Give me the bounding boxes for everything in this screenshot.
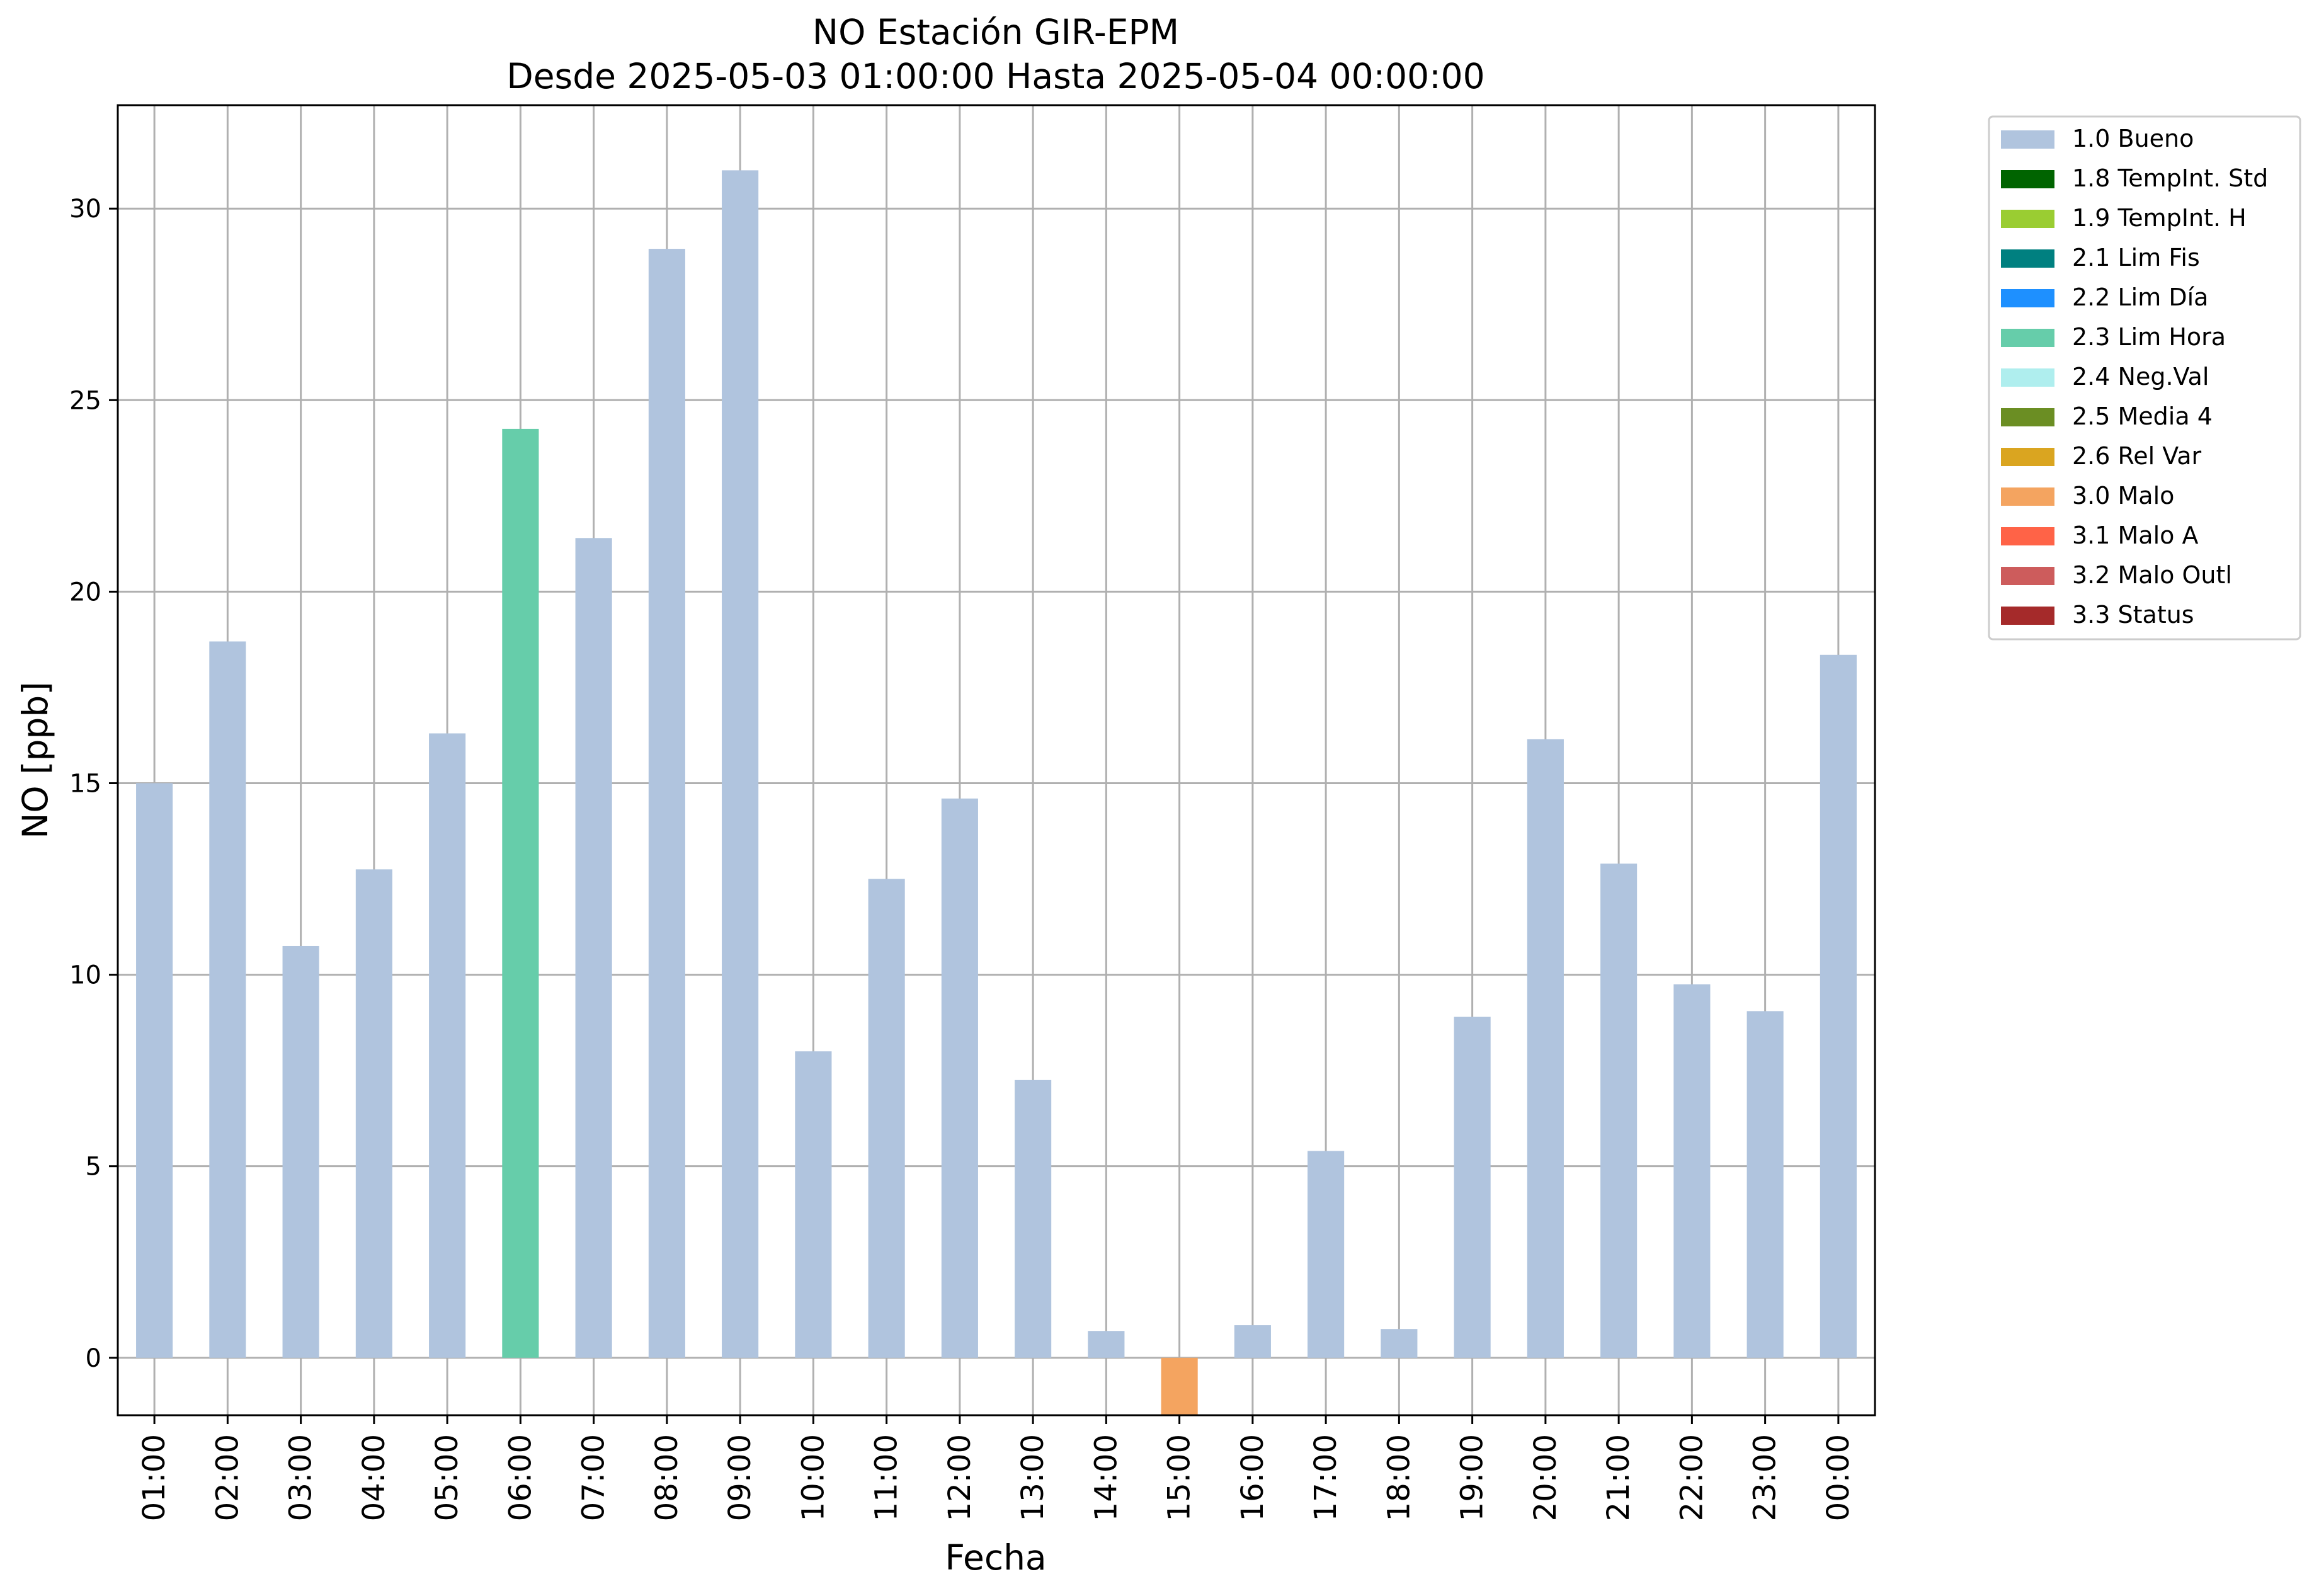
legend-swatch	[2001, 130, 2054, 149]
legend-swatch	[2001, 329, 2054, 347]
bar	[429, 733, 466, 1358]
legend-swatch	[2001, 448, 2054, 466]
y-axis-ticks: 0 5 10 15 20 25 30	[69, 195, 118, 1373]
x-tick-label: 04:00	[356, 1434, 392, 1521]
y-tick-label: 20	[69, 578, 101, 607]
legend-swatch	[2001, 567, 2054, 585]
x-tick-label: 08:00	[649, 1434, 685, 1521]
y-tick-label: 25	[69, 386, 101, 415]
bar	[209, 641, 246, 1358]
legend-swatch	[2001, 408, 2054, 426]
x-tick-label: 21:00	[1601, 1434, 1636, 1521]
bar	[1234, 1325, 1271, 1358]
bar	[1088, 1331, 1125, 1358]
y-tick-label: 0	[86, 1344, 101, 1373]
x-tick-label: 01:00	[137, 1434, 172, 1521]
x-tick-label: 17:00	[1308, 1434, 1343, 1521]
legend-swatch	[2001, 487, 2054, 506]
legend-label: 3.1 Malo A	[2072, 522, 2198, 549]
y-tick-label: 15	[69, 769, 101, 798]
legend-label: 2.6 Rel Var	[2072, 442, 2202, 470]
legend-label: 1.0 Bueno	[2072, 125, 2194, 152]
x-tick-label: 13:00	[1015, 1434, 1051, 1521]
x-tick-label: 11:00	[869, 1434, 904, 1521]
bar	[1746, 1011, 1784, 1358]
legend-swatch	[2001, 249, 2054, 268]
legend-label: 2.3 Lim Hora	[2072, 323, 2226, 351]
legend-label: 1.8 TempInt. Std	[2072, 164, 2268, 192]
legend-swatch	[2001, 607, 2054, 625]
legend-label: 2.4 Neg.Val	[2072, 363, 2209, 390]
bar	[722, 170, 759, 1358]
bar	[1820, 654, 1857, 1358]
y-tick-label: 10	[69, 961, 101, 990]
legend-swatch	[2001, 210, 2054, 228]
legend-label: 2.1 Lim Fis	[2072, 244, 2200, 271]
x-tick-label: 03:00	[283, 1434, 319, 1521]
x-tick-label: 14:00	[1088, 1434, 1124, 1521]
legend-label: 2.5 Media 4	[2072, 402, 2213, 430]
legend-swatch	[2001, 170, 2054, 188]
bars	[136, 170, 1857, 1415]
legend-label: 3.3 Status	[2072, 601, 2194, 629]
chart-subtitle: Desde 2025-05-03 01:00:00 Hasta 2025-05-…	[506, 56, 1484, 96]
bar	[1015, 1080, 1052, 1358]
plot-frame	[117, 104, 1876, 1416]
x-tick-label: 22:00	[1674, 1434, 1709, 1521]
legend: 1.0 Bueno 1.8 TempInt. Std 1.9 TempInt. H 2…	[1988, 115, 2301, 641]
bar	[868, 879, 905, 1358]
bar	[282, 945, 319, 1358]
y-tick-label: 5	[86, 1153, 101, 1182]
bar	[648, 249, 685, 1358]
x-tick-label: 19:00	[1455, 1434, 1490, 1521]
legend-swatch	[2001, 368, 2054, 387]
x-tick-label: 15:00	[1162, 1434, 1197, 1521]
x-tick-label: 23:00	[1748, 1434, 1783, 1521]
bar	[1161, 1357, 1198, 1415]
legend-label: 3.2 Malo Outl	[2072, 561, 2232, 589]
legend-label: 1.9 TempInt. H	[2072, 204, 2247, 232]
x-tick-label: 05:00	[430, 1434, 465, 1521]
legend-swatch	[2001, 289, 2054, 307]
bar	[1600, 864, 1638, 1358]
bar	[1527, 739, 1564, 1358]
bar	[1381, 1329, 1418, 1358]
x-tick-label: 09:00	[722, 1434, 758, 1521]
bar	[795, 1051, 832, 1358]
bar	[136, 783, 173, 1358]
bar	[355, 869, 392, 1358]
x-tick-label: 02:00	[210, 1434, 245, 1521]
legend-label: 3.0 Malo	[2072, 482, 2174, 510]
legend-label: 2.2 Lim Día	[2072, 283, 2208, 311]
bar	[1454, 1017, 1491, 1358]
bar	[575, 538, 612, 1358]
x-tick-label: 07:00	[576, 1434, 612, 1521]
y-axis-label: NO [ppb]	[15, 681, 55, 839]
x-tick-label: 18:00	[1381, 1434, 1416, 1521]
bar	[1308, 1151, 1345, 1358]
bar	[502, 428, 539, 1358]
x-axis-ticks: 01:00 02:00 03:00 04:00 05:00 06:00 07:00 08:00…	[137, 1415, 1856, 1521]
x-tick-label: 06:00	[503, 1434, 538, 1521]
legend-box	[1988, 115, 2301, 641]
x-tick-label: 00:00	[1821, 1434, 1856, 1521]
x-tick-label: 12:00	[942, 1434, 977, 1521]
x-axis-label: Fecha	[945, 1537, 1046, 1578]
chart-title: NO Estación GIR-EPM	[812, 12, 1179, 52]
bar	[1673, 984, 1711, 1358]
bar	[941, 798, 978, 1358]
x-tick-label: 10:00	[795, 1434, 831, 1521]
y-tick-label: 30	[69, 195, 101, 224]
legend-swatch	[2001, 527, 2054, 545]
x-tick-label: 20:00	[1528, 1434, 1563, 1521]
x-tick-label: 16:00	[1235, 1434, 1270, 1521]
